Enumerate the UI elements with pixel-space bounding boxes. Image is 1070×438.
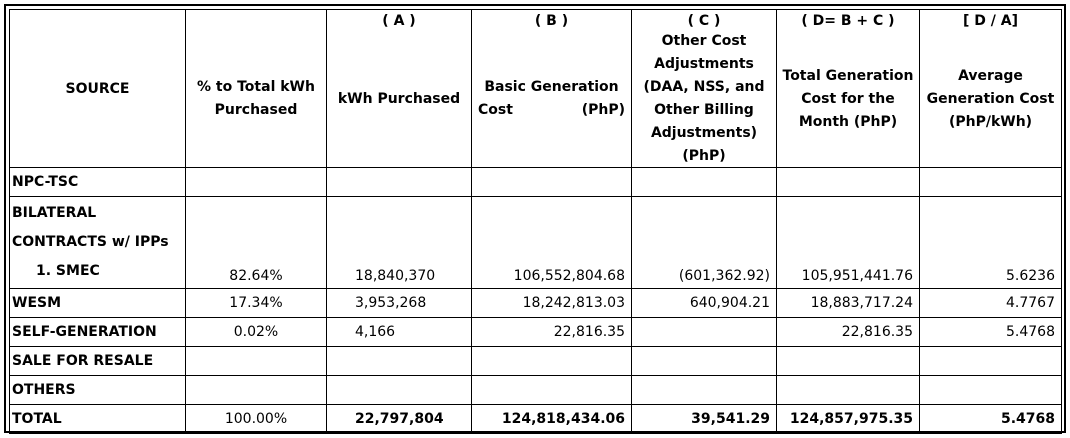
header-tag-e: [ D / A] [963, 13, 1018, 29]
cell-other: 640,904.21 [631, 288, 777, 318]
cell-kwh: 22,797,804 [326, 404, 472, 434]
table-row: SELF-GENERATION 0.02% 4,166 22,816.35 22… [9, 317, 1062, 347]
cell-other [631, 317, 777, 347]
header-source: SOURCE [9, 9, 186, 168]
cell-other: (601,362.92) [631, 196, 777, 289]
table-row: SALE FOR RESALE [9, 346, 1062, 376]
cell-total: 124,857,975.35 [776, 404, 920, 434]
cell-pct: 0.02% [185, 317, 327, 347]
header-total: ( D= B + C ) Total Generation Cost for t… [776, 9, 920, 168]
generation-cost-table: SOURCE % to Total kWh Purchased ( A ) kW… [9, 9, 1062, 434]
header-average: [ D / A] Average Generation Cost (PhP/kW… [919, 9, 1062, 168]
table-row: OTHERS [9, 375, 1062, 405]
cell-kwh: 18,840,370 [326, 196, 472, 289]
cell-average: 4.7767 [919, 288, 1062, 318]
cell-pct: 100.00% [185, 404, 327, 434]
cell-average: 5.4768 [919, 317, 1062, 347]
cell-total: 105,951,441.76 [776, 196, 920, 289]
cell-kwh: 3,953,268 [326, 288, 472, 318]
cell-basic: 22,816.35 [471, 317, 632, 347]
cell-pct: 82.64% [185, 196, 327, 289]
row-source: SALE FOR RESALE [9, 346, 186, 376]
row-source: OTHERS [9, 375, 186, 405]
table-row: WESM 17.34% 3,953,268 18,242,813.03 640,… [9, 288, 1062, 318]
cell-total: 22,816.35 [776, 317, 920, 347]
cell-basic: 18,242,813.03 [471, 288, 632, 318]
cell-basic: 106,552,804.68 [471, 196, 632, 289]
header-kwh: ( A ) kWh Purchased [326, 9, 472, 168]
cell-kwh: 4,166 [326, 317, 472, 347]
row-source: WESM [9, 288, 186, 318]
header-basic: ( B ) Basic Generation Cost (PhP) [471, 9, 632, 168]
header-tag-b: ( B ) [534, 13, 569, 29]
cell-average: 5.4768 [919, 404, 1062, 434]
header-tag-c: ( C ) [687, 13, 721, 29]
header-tag-a: ( A ) [382, 13, 416, 29]
row-source: TOTAL [9, 404, 186, 434]
row-source: SELF-GENERATION [9, 317, 186, 347]
cell-pct: 17.34% [185, 288, 327, 318]
row-source: BILATERAL CONTRACTS w/ IPPs 1. SMEC [9, 196, 186, 289]
total-row: TOTAL 100.00% 22,797,804 124,818,434.06 … [9, 404, 1062, 434]
cell-total: 18,883,717.24 [776, 288, 920, 318]
table-row: NPC-TSC [9, 167, 1062, 197]
table-row: BILATERAL CONTRACTS w/ IPPs 1. SMEC 82.6… [9, 196, 1062, 289]
cell-average: 5.6236 [919, 196, 1062, 289]
cell-basic: 124,818,434.06 [471, 404, 632, 434]
header-row: SOURCE % to Total kWh Purchased ( A ) kW… [9, 9, 1062, 168]
cell-other: 39,541.29 [631, 404, 777, 434]
header-pct: % to Total kWh Purchased [185, 9, 327, 168]
header-tag-d: ( D= B + C ) [801, 13, 895, 29]
header-other: ( C ) Other Cost Adjustments (DAA, NSS, … [631, 9, 777, 168]
row-source: NPC-TSC [9, 167, 186, 197]
